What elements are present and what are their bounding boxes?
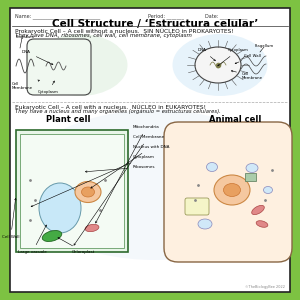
Text: Animal cell: Animal cell [209, 115, 261, 124]
Ellipse shape [17, 110, 292, 260]
Text: They have a nucleus and many organelles (orgánulo = estructuras celulares).: They have a nucleus and many organelles … [15, 109, 221, 115]
Text: Cell Membrane: Cell Membrane [74, 135, 164, 245]
Ellipse shape [85, 224, 99, 232]
Ellipse shape [256, 221, 268, 227]
Text: Chloroplast: Chloroplast [58, 238, 95, 254]
Text: Prokaryotic Cell – A cell without a nucleus.  SIN NÚCLEO in PROKARYOTES!: Prokaryotic Cell – A cell without a nucl… [15, 28, 234, 34]
Ellipse shape [195, 47, 241, 83]
Text: Cytoplasm: Cytoplasm [31, 155, 155, 207]
Text: DNA: DNA [198, 48, 215, 61]
Ellipse shape [224, 184, 241, 196]
Text: DNA: DNA [22, 50, 53, 64]
Text: ©TheBiologyBee 2022: ©TheBiologyBee 2022 [245, 285, 285, 289]
Text: Nucleus with DNA: Nucleus with DNA [91, 145, 169, 188]
Ellipse shape [82, 187, 94, 197]
Text: Plant cell: Plant cell [46, 115, 90, 124]
Ellipse shape [206, 163, 218, 172]
Ellipse shape [214, 175, 250, 205]
Text: Period: _______: Period: _______ [148, 13, 184, 19]
Text: Flagellum: Flagellum [255, 44, 274, 48]
FancyBboxPatch shape [10, 8, 290, 292]
Ellipse shape [198, 219, 212, 229]
Text: Mitochondria: Mitochondria [96, 125, 160, 223]
FancyBboxPatch shape [164, 122, 292, 262]
Ellipse shape [246, 164, 258, 172]
Text: Cell
Membrane: Cell Membrane [12, 80, 39, 90]
Text: Cell Wall: Cell Wall [2, 198, 20, 239]
Text: Cell Structure / ‘Estructura celular’: Cell Structure / ‘Estructura celular’ [52, 19, 258, 29]
Text: Eukaryotic Cell – A cell with a nucleus.  NÚCLEO in EUKARYOTES!: Eukaryotic Cell – A cell with a nucleus.… [15, 104, 206, 110]
Text: Name: ___________________________: Name: ___________________________ [15, 13, 100, 19]
Text: Flagellum: Flagellum [16, 35, 35, 39]
Text: Cell
Membrane: Cell Membrane [231, 70, 263, 80]
Text: Cell Wall: Cell Wall [235, 54, 261, 64]
Ellipse shape [42, 230, 62, 242]
FancyBboxPatch shape [245, 173, 256, 181]
FancyBboxPatch shape [27, 39, 91, 95]
Ellipse shape [39, 183, 81, 233]
Ellipse shape [252, 206, 264, 214]
FancyBboxPatch shape [185, 198, 209, 215]
FancyBboxPatch shape [16, 130, 128, 252]
Text: Large vacuole: Large vacuole [18, 225, 47, 254]
Ellipse shape [263, 187, 272, 194]
Text: Cytoplasm: Cytoplasm [218, 48, 249, 66]
Text: Date: ___________: Date: ___________ [205, 13, 247, 19]
Text: Ribosomes: Ribosomes [85, 165, 155, 172]
FancyBboxPatch shape [20, 134, 124, 248]
Text: Cytoplasm: Cytoplasm [38, 81, 59, 94]
Ellipse shape [32, 34, 128, 96]
Ellipse shape [172, 34, 268, 96]
Ellipse shape [75, 182, 101, 203]
Text: They have DNA, ribosomes, cell wall, cell membrane, cytoplasm: They have DNA, ribosomes, cell wall, cel… [15, 32, 192, 38]
